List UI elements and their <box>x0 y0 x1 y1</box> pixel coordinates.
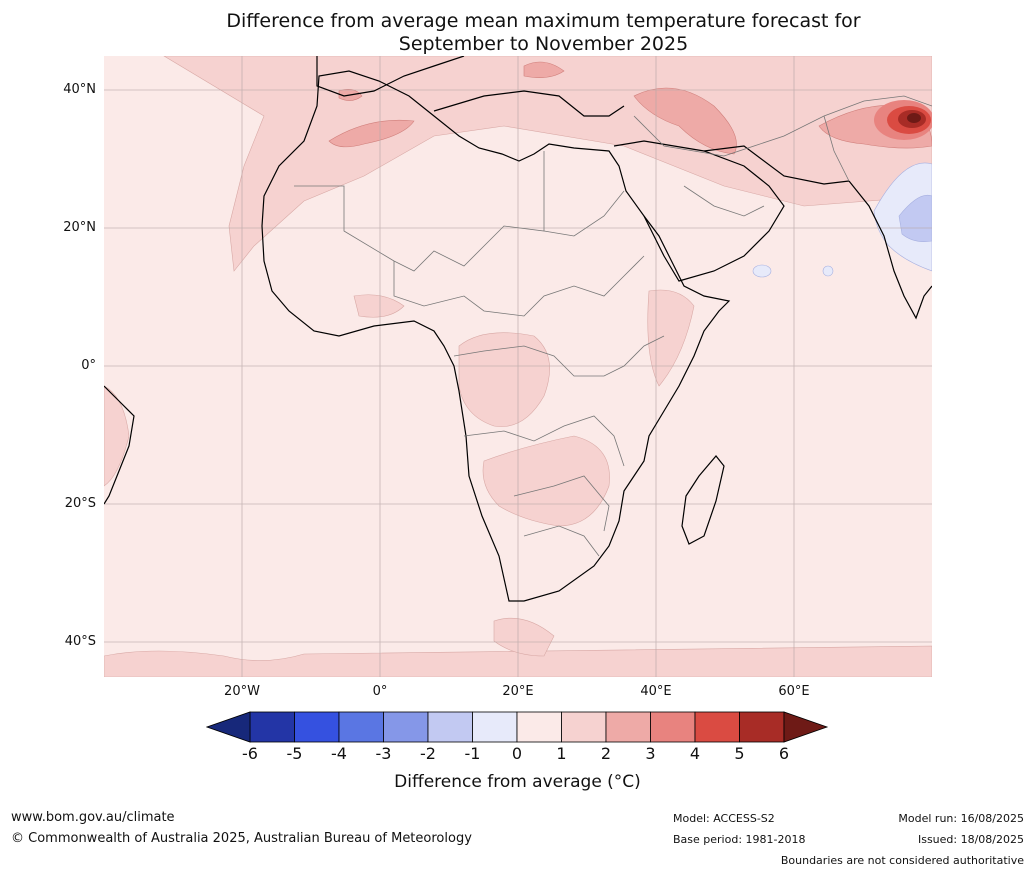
temperature-anomaly-map <box>103 55 934 678</box>
lon-label-40e: 40°E <box>640 684 672 699</box>
footer-issued: Issued: 18/08/2025 <box>917 833 1024 846</box>
colorbar-tick-label: -2 <box>420 744 436 763</box>
colorbar-cell <box>516 711 562 743</box>
colorbar-tick-label: 2 <box>600 744 612 763</box>
madagascar-coast <box>681 455 725 545</box>
colorbar-tick-label: -3 <box>375 744 392 763</box>
footer-model: Model: ACCESS-S2 <box>673 812 775 825</box>
lon-label-0: 0° <box>372 684 388 699</box>
persian-gulf-coast <box>703 145 850 185</box>
colorbar-tick-label: -1 <box>464 744 481 763</box>
colorbar-cell <box>650 711 696 743</box>
footer-model-run: Model run: 16/08/2025 <box>898 812 1024 825</box>
coastlines <box>103 55 933 602</box>
colorbar-cells <box>249 711 785 743</box>
colorbar-cell <box>427 711 473 743</box>
colorbar-under-arrow <box>205 711 251 743</box>
lon-label-20w: 20°W <box>224 684 260 699</box>
lat-label-20n: 20°N <box>63 220 96 235</box>
mediterranean-coast <box>433 90 625 117</box>
title-line-1: Difference from average mean maximum tem… <box>226 10 861 32</box>
colorbar <box>205 711 830 749</box>
country-borders <box>294 95 933 557</box>
colorbar-label: Difference from average (°C) <box>394 772 641 792</box>
footer-website[interactable]: www.bom.gov.au/climate <box>11 810 175 825</box>
colorbar-svg <box>205 711 829 743</box>
lat-label-40n: 40°N <box>63 82 96 97</box>
colorbar-cell <box>249 711 295 743</box>
footer-disclaimer: Boundaries are not considered authoritat… <box>780 854 1024 867</box>
colorbar-cell <box>605 711 651 743</box>
colorbar-tick-label: 3 <box>645 744 656 763</box>
europe-coast <box>316 55 465 97</box>
title-line-2: September to November 2025 <box>398 33 689 55</box>
colorbar-cell <box>383 711 429 743</box>
brazil-coast <box>103 385 135 505</box>
footer-base-period: Base period: 1981-2018 <box>673 833 806 846</box>
colorbar-cell <box>338 711 384 743</box>
colorbar-cell <box>472 711 518 743</box>
lat-label-0: 0° <box>81 358 96 373</box>
lat-label-40s: 40°S <box>64 634 96 649</box>
map-canvas <box>103 55 934 678</box>
colorbar-tick-label: -5 <box>286 744 303 763</box>
lon-label-60e: 60°E <box>778 684 810 699</box>
colorbar-tick-label: 5 <box>734 744 745 763</box>
colorbar-tick-label: 4 <box>689 744 701 763</box>
india-coast <box>848 180 933 320</box>
footer-copyright: © Commonwealth of Australia 2025, Austra… <box>11 831 472 846</box>
graticule <box>104 56 932 677</box>
colorbar-tick-label: 6 <box>778 744 790 763</box>
chart-title: Difference from average mean maximum tem… <box>0 10 1035 56</box>
lat-label-20s: 20°S <box>64 496 96 511</box>
colorbar-cell <box>294 711 340 743</box>
colorbar-cell <box>739 711 785 743</box>
colorbar-over-arrow <box>783 711 829 743</box>
anomaly-hotspot <box>874 100 934 140</box>
anomaly-cool-regions <box>752 162 933 278</box>
colorbar-tick-label: -4 <box>331 744 347 763</box>
colorbar-tick-label: 0 <box>511 744 523 763</box>
colorbar-cell <box>694 711 740 743</box>
colorbar-cell <box>561 711 607 743</box>
colorbar-tick-label: -6 <box>242 744 258 763</box>
arabia-coast <box>613 140 785 282</box>
lon-label-20e: 20°E <box>502 684 534 699</box>
africa-coast <box>261 70 731 602</box>
colorbar-tick-label: 1 <box>556 744 567 763</box>
